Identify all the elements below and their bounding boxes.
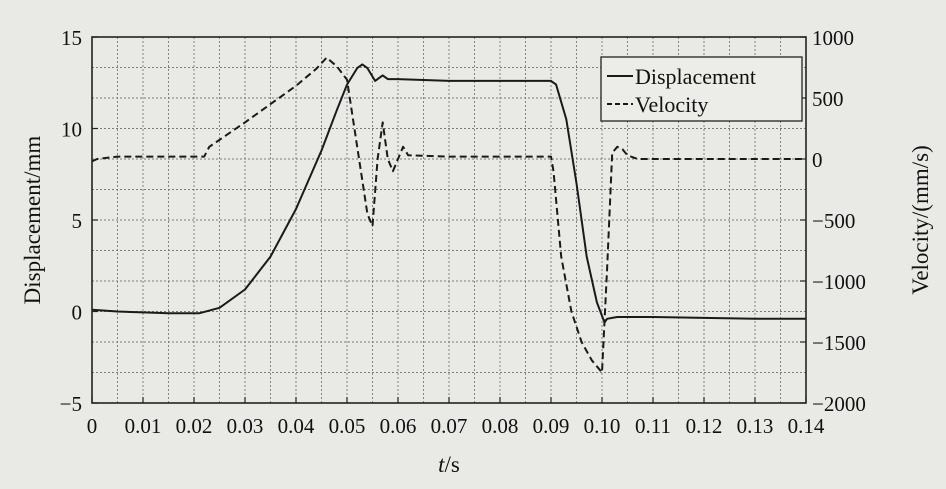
x-tick-label: 0 (87, 414, 98, 438)
series-line-displacement (91, 63, 806, 324)
series-layer (91, 56, 806, 374)
x-axis-title: t/s (438, 452, 460, 477)
y-left-tick-label: 5 (72, 209, 83, 233)
x-tick-label: 0.08 (482, 414, 519, 438)
y-axis-right-title: Velocity/(mm/s) (908, 145, 933, 294)
y-axis-left-title: Displacement/mm (20, 136, 45, 305)
x-axis-title-unit: /s (445, 452, 460, 477)
x-axis-title-variable: t (438, 452, 445, 477)
legend-box (600, 56, 803, 122)
x-tick-label: 0.01 (125, 414, 162, 438)
x-tick-label: 0.12 (686, 414, 723, 438)
y-right-tick-label: −2000 (812, 392, 866, 416)
x-tick-label: 0.10 (584, 414, 621, 438)
y-left-tick-label: 15 (61, 26, 82, 50)
y-right-tick-label: 500 (812, 87, 844, 111)
x-tick-label: 0.02 (176, 414, 213, 438)
legend: Displacement Velocity (600, 56, 803, 122)
y-right-tick-label: −500 (812, 209, 855, 233)
ticks: 0 0.01 0.02 0.03 0.04 0.05 0.06 0.07 0.08 0.09 0.1… (60, 26, 866, 438)
y-left-tick-label: 0 (72, 301, 83, 325)
legend-label-velocity: Velocity (635, 92, 708, 117)
x-tick-label: 0.03 (227, 414, 264, 438)
x-tick-label: 0.04 (278, 414, 315, 438)
y-right-tick-label: 0 (812, 148, 823, 172)
x-tick-label: 0.14 (788, 414, 825, 438)
legend-label-displacement: Displacement (635, 64, 756, 89)
y-left-tick-label: 10 (61, 118, 82, 142)
y-left-tick-label: −5 (60, 392, 82, 416)
x-tick-label: 0.09 (533, 414, 570, 438)
y-right-tick-label: −1000 (812, 270, 866, 294)
x-tick-label: 0.13 (737, 414, 774, 438)
x-tick-label: 0.06 (380, 414, 417, 438)
series-line-velocity (91, 56, 806, 374)
x-tick-label: 0.11 (635, 414, 671, 438)
y-right-tick-label: −1500 (812, 331, 866, 355)
x-tick-label: 0.05 (329, 414, 366, 438)
y-right-tick-label: 1000 (812, 26, 854, 50)
x-tick-label: 0.07 (431, 414, 468, 438)
